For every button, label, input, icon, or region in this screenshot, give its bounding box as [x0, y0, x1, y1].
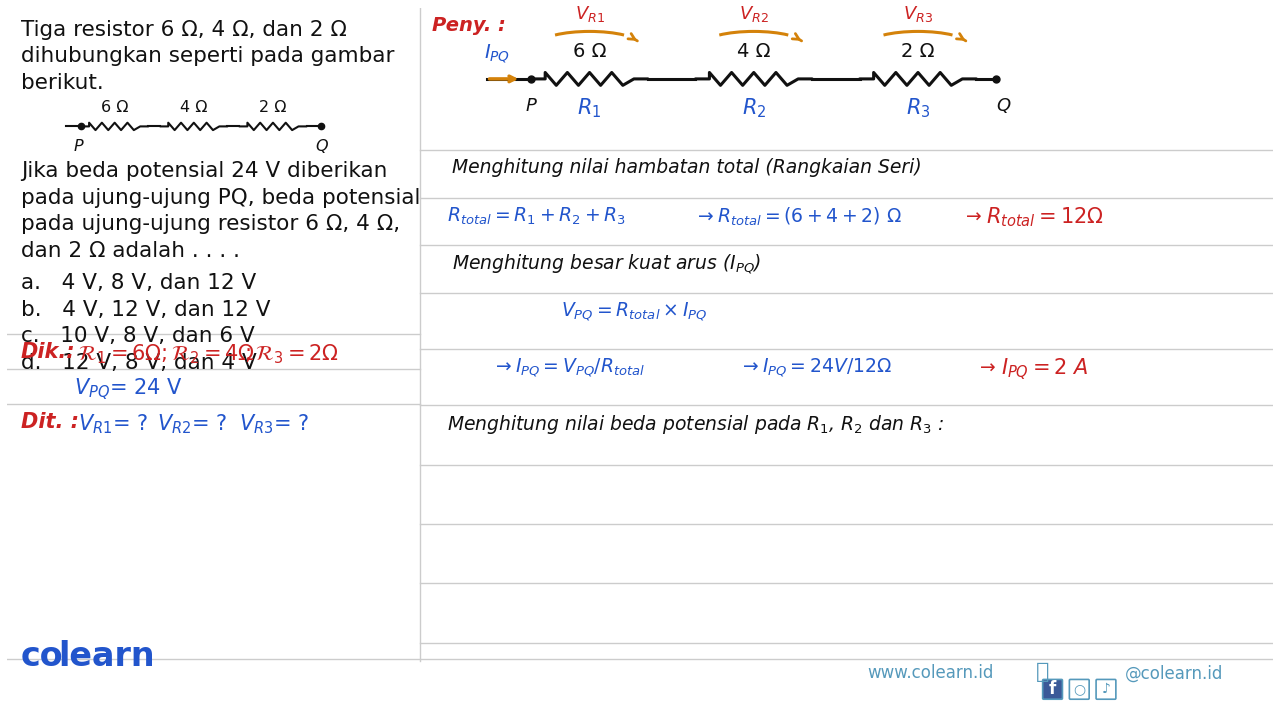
Text: pada ujung-ujung resistor 6 Ω, 4 Ω,: pada ujung-ujung resistor 6 Ω, 4 Ω, — [20, 215, 399, 235]
Text: 2 Ω: 2 Ω — [901, 42, 934, 61]
Text: b.   4 V, 12 V, dan 12 V: b. 4 V, 12 V, dan 12 V — [20, 300, 270, 320]
Text: $V_{PQ} = R_{total} \times I_{PQ}$: $V_{PQ} = R_{total} \times I_{PQ}$ — [561, 300, 708, 323]
Text: pada ujung-ujung ​PQ, beda potensial: pada ujung-ujung ​PQ, beda potensial — [20, 188, 420, 208]
FancyBboxPatch shape — [1069, 680, 1089, 699]
Text: 6 Ω: 6 Ω — [572, 42, 607, 61]
Text: $V_{R2}$: $V_{R2}$ — [739, 4, 769, 24]
Text: $;\mathcal{R}_2 = 4\Omega$: $;\mathcal{R}_2 = 4\Omega$ — [160, 342, 255, 366]
Text: dan 2 Ω adalah . . . .: dan 2 Ω adalah . . . . — [20, 241, 239, 261]
Text: $;\mathcal{R}_3 = 2\Omega$: $;\mathcal{R}_3 = 2\Omega$ — [244, 342, 339, 366]
Text: a.   4 V, 8 V, dan 12 V: a. 4 V, 8 V, dan 12 V — [20, 273, 256, 293]
Text: @colearn.id: @colearn.id — [1125, 665, 1224, 683]
Text: Peny. :: Peny. : — [433, 16, 506, 35]
Text: Dik.:: Dik.: — [20, 342, 76, 362]
Text: $\rightarrow$: $\rightarrow$ — [977, 357, 997, 376]
Text: 2 Ω: 2 Ω — [260, 99, 287, 114]
Text: www.colearn.id: www.colearn.id — [868, 665, 995, 683]
Text: Menghitung nilai hambatan total (Rangkaian Seri): Menghitung nilai hambatan total (Rangkai… — [452, 158, 922, 177]
Text: $V_{PQ}$= 24 V: $V_{PQ}$= 24 V — [74, 377, 183, 402]
FancyBboxPatch shape — [1096, 680, 1116, 699]
Text: Dit. :: Dit. : — [20, 413, 78, 432]
Text: $V_{R3}$= ?: $V_{R3}$= ? — [239, 413, 310, 436]
Text: 4 Ω: 4 Ω — [737, 42, 771, 61]
Text: $I_{PQ}$: $I_{PQ}$ — [484, 43, 509, 65]
FancyBboxPatch shape — [1043, 680, 1062, 699]
Text: Menghitung besar kuat arus ($I_{PQ}$): Menghitung besar kuat arus ($I_{PQ}$) — [452, 253, 762, 276]
Text: $V_{R2}$= ?: $V_{R2}$= ? — [157, 413, 228, 436]
Text: berikut.: berikut. — [20, 73, 104, 93]
Text: Q: Q — [315, 139, 328, 154]
Text: f: f — [1048, 680, 1056, 698]
Text: ♪: ♪ — [1102, 683, 1111, 696]
Text: ○: ○ — [1073, 683, 1085, 696]
Text: c.   10 V, 8 V, dan 6 V: c. 10 V, 8 V, dan 6 V — [20, 326, 255, 346]
Text: $\rightarrow$: $\rightarrow$ — [961, 205, 982, 225]
Text: $V_{R3}$: $V_{R3}$ — [902, 4, 933, 24]
Text: $\mathcal{R}_1 = 6\Omega$: $\mathcal{R}_1 = 6\Omega$ — [78, 342, 163, 366]
Text: $R_{total} = 12\Omega$: $R_{total} = 12\Omega$ — [987, 205, 1105, 229]
Text: $\rightarrow I_{PQ} = V_{PQ}/R_{total}$: $\rightarrow I_{PQ} = V_{PQ}/R_{total}$ — [492, 357, 645, 379]
Text: Tiga resistor 6 Ω, 4 Ω, dan 2 Ω: Tiga resistor 6 Ω, 4 Ω, dan 2 Ω — [20, 19, 347, 40]
Text: Menghitung nilai beda potensial pada $R_1$, $R_2$ dan $R_3$ :: Menghitung nilai beda potensial pada $R_… — [447, 413, 945, 436]
Text: $R_2$: $R_2$ — [741, 96, 765, 120]
Text: dihubungkan seperti pada gambar: dihubungkan seperti pada gambar — [20, 46, 394, 66]
Text: Jika beda potensial 24 V diberikan: Jika beda potensial 24 V diberikan — [20, 161, 387, 181]
Text: 6 Ω: 6 Ω — [101, 99, 128, 114]
Text: $R_3$: $R_3$ — [906, 96, 931, 120]
Text: $\rightarrow R_{total} = (6+4+2)\ \Omega$: $\rightarrow R_{total} = (6+4+2)\ \Omega… — [695, 205, 902, 228]
Text: $V_{R1}$: $V_{R1}$ — [575, 4, 604, 24]
Text: P: P — [526, 96, 536, 114]
Text: Q: Q — [996, 96, 1010, 114]
Text: $R_1$: $R_1$ — [577, 96, 602, 120]
Text: P: P — [73, 139, 83, 154]
Text: :  — [1036, 662, 1050, 683]
Text: $R_{total} = R_1 + R_2 + R_3$: $R_{total} = R_1 + R_2 + R_3$ — [447, 205, 626, 227]
Text: $V_{R1}$= ?: $V_{R1}$= ? — [78, 413, 148, 436]
Text: co: co — [20, 639, 63, 672]
Text: $I_{PQ} = 2\ A$: $I_{PQ} = 2\ A$ — [1001, 357, 1089, 382]
Text: $\rightarrow I_{PQ} = 24V/12\Omega$: $\rightarrow I_{PQ} = 24V/12\Omega$ — [739, 357, 892, 379]
Text: learn: learn — [59, 639, 155, 672]
Text: 4 Ω: 4 Ω — [180, 99, 207, 114]
Text: d.   12 V, 8 V, dan 4 V: d. 12 V, 8 V, dan 4 V — [20, 353, 256, 373]
